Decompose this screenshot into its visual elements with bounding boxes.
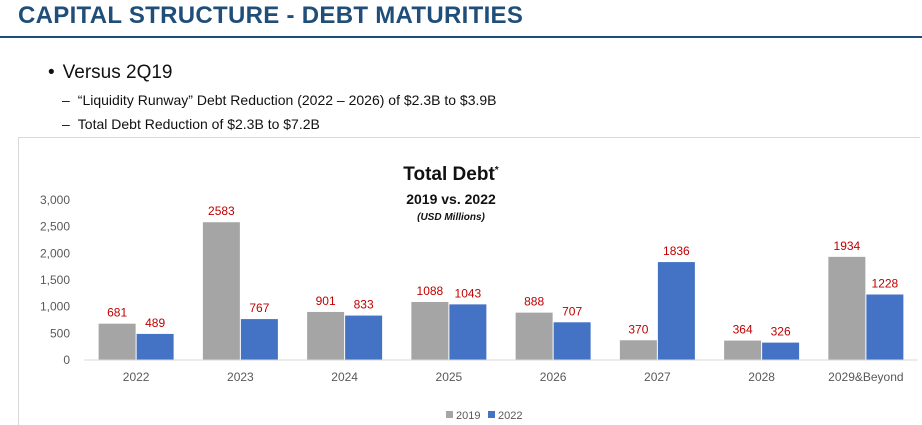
y-tick-label: 1,000: [40, 300, 70, 314]
chart-frame: [18, 137, 920, 425]
legend-swatch-2022: [488, 411, 495, 418]
sub-bullet-2: – Total Debt Reduction of $2.3B to $7.2B: [62, 116, 497, 132]
bar-2019: [202, 222, 240, 360]
y-tick-label: 3,000: [40, 193, 70, 207]
data-label-2022: 489: [145, 316, 165, 330]
legend-swatch-2019: [446, 411, 453, 418]
bar-2019: [724, 340, 762, 360]
page-title: CAPITAL STRUCTURE - DEBT MATURITIES: [18, 2, 524, 29]
data-label-2022: 707: [562, 304, 582, 318]
data-label-2019: 2583: [208, 204, 235, 218]
data-label-2022: 1228: [872, 277, 899, 291]
y-tick-label: 2,500: [40, 220, 70, 234]
legend-label-2022: 2022: [498, 410, 522, 422]
chart-title-marker: *: [495, 165, 499, 176]
dash-glyph: –: [62, 92, 70, 108]
bullet-main: • Versus 2Q19: [48, 62, 497, 84]
bar-2019: [307, 311, 345, 360]
bar-2022: [866, 294, 904, 360]
dash-glyph: –: [62, 116, 70, 132]
y-tick-label: 500: [50, 326, 70, 340]
legend-label-2019: 2019: [456, 410, 480, 422]
data-label-2022: 1836: [663, 244, 690, 258]
data-label-2019: 901: [316, 294, 336, 308]
data-label-2019: 364: [733, 323, 753, 337]
bar-2022: [136, 333, 174, 360]
legend: 2019 2022: [446, 410, 522, 422]
y-tick-label: 0: [63, 353, 70, 367]
bullet-glyph: •: [48, 62, 55, 83]
bar-2019: [98, 323, 136, 360]
chart-title: Total Debt*: [403, 164, 498, 185]
bullet-list: • Versus 2Q19 – “Liquidity Runway” Debt Re…: [48, 62, 497, 132]
data-label-2019: 370: [628, 322, 648, 336]
x-tick-label: 2025: [436, 370, 463, 384]
x-tick-label: 2026: [540, 370, 567, 384]
bar-2019: [411, 301, 449, 360]
bar-2022: [553, 322, 591, 360]
bar-2019: [515, 312, 553, 360]
data-label-2022: 1043: [455, 286, 482, 300]
x-tick-label: 2029&Beyond: [828, 370, 903, 384]
y-axis: 0 500 1,000 1,500 2,000 2,500 3,000: [40, 193, 70, 367]
y-tick-label: 1,500: [40, 273, 70, 287]
bar-2022: [449, 304, 487, 360]
title-divider: [0, 36, 922, 38]
bar-2022: [762, 342, 800, 360]
bar-2022: [657, 262, 695, 360]
x-tick-label: 2027: [644, 370, 671, 384]
x-tick-label: 2024: [331, 370, 358, 384]
bar-2019: [828, 256, 866, 360]
data-label-2022: 833: [354, 298, 374, 312]
x-tick-label: 2022: [123, 370, 150, 384]
bar-2019: [619, 340, 657, 360]
sub-bullet-1: – “Liquidity Runway” Debt Reduction (2022…: [62, 92, 497, 108]
sub-bullet-1-text: “Liquidity Runway” Debt Reduction (2022 …: [77, 92, 497, 108]
bars: 681 489 2583 767 901 833 1088 1043 888 707 370 1836…: [98, 204, 904, 360]
y-tick-label: 2,000: [40, 246, 70, 260]
bar-2022: [240, 319, 278, 360]
data-label-2022: 326: [771, 325, 791, 339]
data-label-2022: 767: [249, 301, 269, 315]
data-label-2019: 681: [107, 306, 127, 320]
x-tick-label: 2023: [227, 370, 254, 384]
bullet-main-text: Versus 2Q19: [62, 62, 173, 83]
chart-subtitle: 2019 vs. 2022: [406, 191, 496, 207]
data-label-2019: 1088: [417, 284, 444, 298]
x-tick-label: 2028: [748, 370, 775, 384]
bar-2022: [345, 315, 383, 360]
chart-unit-note: (USD Millions): [417, 212, 485, 223]
sub-bullet-2-text: Total Debt Reduction of $2.3B to $7.2B: [77, 116, 320, 132]
data-label-2019: 1934: [834, 239, 861, 253]
x-axis: 2022 2023 2024 2025 2026 2027 2028 2029&Beyond: [84, 359, 918, 384]
data-label-2019: 888: [524, 295, 544, 309]
